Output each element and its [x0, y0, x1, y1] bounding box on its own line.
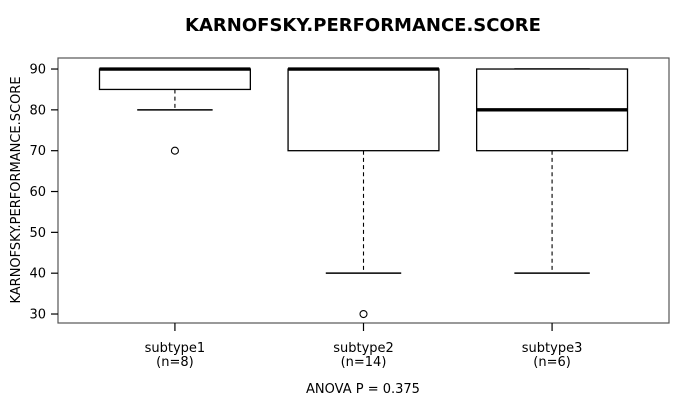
x-tick-label-subtype1: subtype1 — [145, 341, 206, 356]
box-subtype2 — [287, 68, 440, 152]
y-tick-label: 80 — [29, 103, 46, 118]
x-tick-sublabel-subtype2: (n=14) — [341, 355, 387, 370]
x-tick-sublabel-subtype3: (n=6) — [533, 355, 571, 370]
box-subtype1 — [98, 68, 252, 91]
x-tick-label-subtype3: subtype3 — [522, 341, 583, 356]
plot-layer: 30 40 50 60 70 80 90 subtype1(n=8) subtype2(n=14… — [29, 57, 670, 370]
x-tick-sublabel-subtype1: (n=8) — [156, 355, 194, 370]
y-tick-label: 60 — [29, 185, 46, 200]
outlier-subtype1 — [170, 146, 179, 155]
chart-title: KARNOFSKY.PERFORMANCE.SCORE — [185, 15, 541, 36]
y-tick-label: 90 — [29, 63, 46, 78]
y-tick-label: 70 — [29, 144, 46, 159]
y-tick-label: 30 — [29, 308, 46, 323]
anova-annotation: ANOVA P = 0.375 — [306, 382, 420, 397]
y-tick-label: 40 — [29, 267, 46, 282]
outlier-subtype2 — [359, 309, 368, 319]
x-tick-label-subtype2: subtype2 — [333, 341, 394, 356]
y-tick-label: 50 — [29, 226, 46, 241]
y-axis-label: KARNOFSKY.PERFORMANCE.SCORE — [9, 76, 24, 303]
